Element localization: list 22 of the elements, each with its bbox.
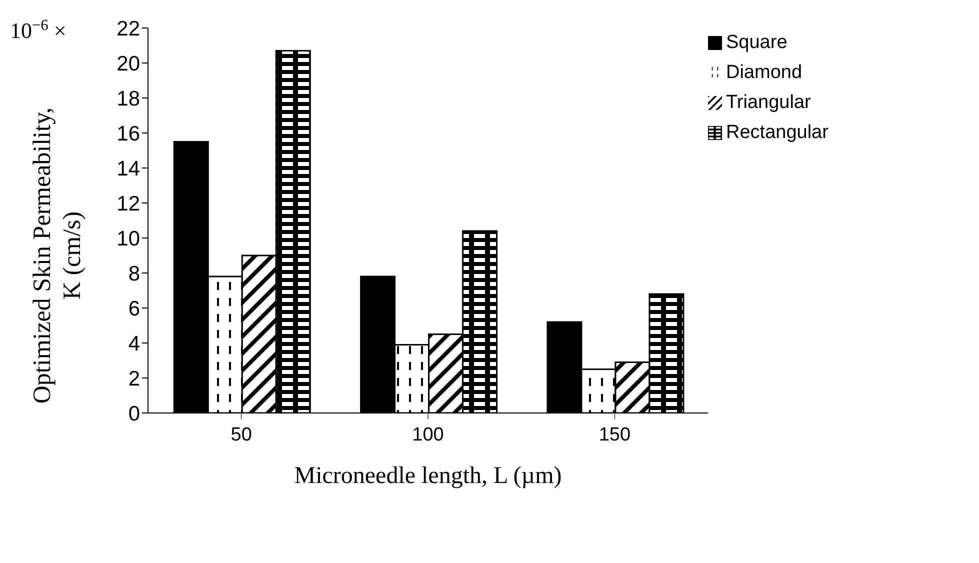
y-tick-label: 8 [128, 262, 140, 286]
legend-label: Square [726, 32, 788, 53]
y-tick-label: 4 [128, 332, 140, 356]
y-tick-label: 6 [128, 297, 140, 320]
y-tick-label: 2 [128, 367, 140, 390]
x-tick-label: 50 [230, 424, 252, 446]
y-tick-label: 10 [116, 227, 140, 250]
text: 10$^{−6}$ × [10, 16, 66, 43]
legend-label: Diamond [726, 62, 802, 83]
legend-label: Triangular [726, 92, 811, 113]
y-tick-label: 16 [116, 122, 140, 146]
y-tick-label: 20 [116, 52, 140, 76]
y-tick-label: 0 [128, 402, 140, 426]
y-tick-label: 12 [116, 192, 140, 216]
x-axis-title: Microneedle length, L (µm) [294, 463, 562, 489]
y-axis-title: Optimized Skin Permeability, K (cm/s) [29, 107, 86, 404]
x-tick-label: 100 [412, 424, 444, 446]
x-tick-label: 150 [598, 424, 631, 446]
y-tick-label: 18 [116, 87, 140, 110]
legend-label: Rectangular [726, 122, 828, 143]
y-tick-label: 14 [116, 157, 140, 180]
y-tick-label: 22 [116, 17, 140, 40]
